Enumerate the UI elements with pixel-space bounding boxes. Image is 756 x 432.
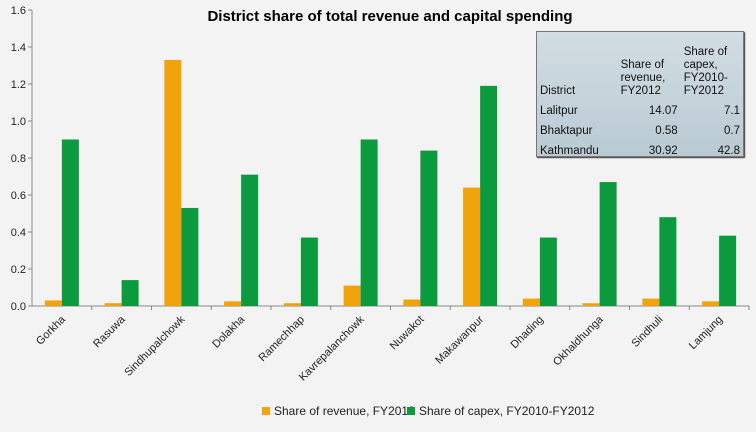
y-tick-label: 0.6 — [11, 190, 26, 202]
table-header-district: District — [540, 85, 576, 97]
bar-revenue — [164, 59, 182, 307]
chart-title: District share of total revenue and capi… — [207, 8, 572, 25]
bar-capex — [539, 237, 557, 306]
x-tick-label: Kavrepalanchowk — [297, 313, 367, 383]
bar-revenue — [343, 285, 361, 306]
y-tick-label: 1.6 — [11, 5, 26, 17]
table-cell: 0.58 — [655, 125, 678, 137]
table-row: Bhaktapur 0.58 0.7 — [537, 118, 743, 138]
legend-swatch — [262, 407, 270, 415]
y-tick-label: 0.2 — [11, 264, 26, 276]
table-cell: Lalitpur — [540, 105, 578, 117]
legend-swatch — [407, 407, 415, 415]
bar-revenue — [522, 298, 540, 306]
table-header-capex: Share of capex, FY2010- FY2012 — [683, 46, 728, 97]
legend-label: Share of revenue, FY2012 — [274, 404, 415, 418]
x-tick-label: Rasuwa — [91, 313, 128, 350]
bar-capex — [61, 139, 79, 306]
x-tick-label: Dhading — [509, 314, 546, 351]
y-tick-label: 1.4 — [11, 42, 26, 54]
table-header-revenue: Share of revenue, FY2012 — [620, 59, 666, 97]
table-cell: Kathmandu — [540, 145, 599, 157]
bar-capex — [181, 207, 199, 306]
y-tick-label: 0.0 — [11, 301, 26, 313]
y-tick-label: 1.2 — [11, 79, 26, 91]
bar-revenue — [403, 299, 421, 306]
bar-capex — [480, 85, 498, 306]
y-tick-label: 0.4 — [11, 227, 26, 239]
inset-table: District Share of revenue, FY2012 Share of… — [536, 31, 744, 157]
x-tick-label: Okhaldhunga — [551, 313, 606, 368]
legend-label: Share of capex, FY2010-FY2012 — [419, 404, 595, 418]
y-tick-label: 0.8 — [11, 153, 26, 165]
bar-capex — [420, 150, 438, 306]
x-tick-label: Nuwakot — [388, 314, 427, 353]
table-cell: Bhaktapur — [540, 125, 593, 137]
bar-revenue — [44, 300, 62, 306]
bar-capex — [360, 139, 378, 306]
bar-revenue — [283, 303, 301, 306]
bar-revenue — [642, 298, 660, 306]
bar-revenue — [702, 301, 720, 306]
x-tick-label: Sindhuli — [629, 314, 665, 350]
bar-capex — [599, 182, 617, 306]
bar-revenue — [224, 301, 242, 306]
y-tick-label: 1.0 — [11, 116, 26, 128]
x-tick-label: Lamjung — [687, 314, 725, 352]
bar-revenue — [463, 187, 481, 306]
x-tick-label: Ramechhap — [257, 314, 307, 364]
bar-capex — [719, 235, 737, 306]
bar-capex — [121, 280, 139, 306]
table-cell: 7.1 — [724, 105, 740, 117]
table-cell: 0.7 — [724, 125, 740, 137]
bar-revenue — [104, 303, 122, 306]
table-cell: 42.8 — [717, 145, 740, 157]
table-row: Lalitpur 14.07 7.1 — [537, 98, 743, 118]
x-tick-label: Dolakha — [210, 313, 248, 351]
x-tick-label: Gorkha — [34, 313, 69, 348]
bar-capex — [659, 217, 677, 306]
table-row: Kathmandu 30.92 42.8 — [537, 138, 743, 158]
bar-revenue — [582, 303, 600, 306]
bar-capex — [300, 237, 318, 306]
x-tick-label: Sindhupalchowk — [122, 313, 187, 378]
table-cell: 14.07 — [648, 105, 678, 117]
bar-capex — [241, 174, 259, 306]
table-cell: 30.92 — [648, 145, 678, 157]
x-tick-label: Makawanpur — [433, 313, 486, 366]
